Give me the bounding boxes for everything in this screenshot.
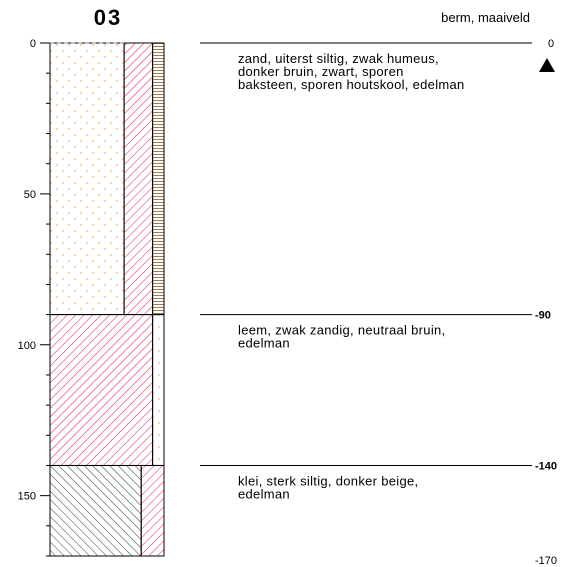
layer-descriptions: 0 zand, uiterst siltig, zwak humeus,donke…: [200, 38, 557, 501]
layer-fill-sand-dots: [49, 42, 125, 316]
layer-fill-red-hatch: [140, 464, 165, 557]
depth-axis: 0 50 100 150: [18, 38, 51, 557]
tick-label: 0: [30, 38, 36, 50]
end-depth-label: -170: [535, 555, 557, 567]
soil-column: [49, 42, 165, 557]
tick-label: 50: [24, 189, 36, 201]
tick-label: 100: [18, 340, 36, 352]
tick-label: 150: [18, 491, 36, 503]
layer-top-depth: -140: [535, 460, 557, 472]
layer-description-line: edelman: [238, 336, 290, 351]
layer-top-depth: -90: [535, 310, 551, 322]
layer-fill-green-hatch: [49, 464, 142, 557]
layer-description-line: leem, zwak zandig, neutraal bruin,: [238, 323, 445, 338]
boring-id: 03: [94, 5, 122, 30]
layer-fill-red-hatch: [49, 314, 154, 466]
layer-description-line: baksteen, sporen houtskool, edelman: [238, 77, 465, 92]
triangle-up-icon: [539, 58, 555, 72]
location-label: berm, maaiveld: [441, 10, 530, 25]
layer-fill-brown-hlines: [152, 42, 165, 316]
layer-fill-red-hatch: [123, 42, 154, 316]
layer-description-line: donker bruin, zwart, sporen: [238, 64, 404, 79]
layer-fill-sand-dots: [152, 314, 165, 466]
layer-top-depth: 0: [548, 38, 554, 50]
layer-description-line: klei, sterk siltig, donker beige,: [238, 473, 418, 488]
layer-description-line: zand, uiterst siltig, zwak humeus,: [238, 51, 439, 66]
layer-description-line: edelman: [238, 486, 290, 501]
